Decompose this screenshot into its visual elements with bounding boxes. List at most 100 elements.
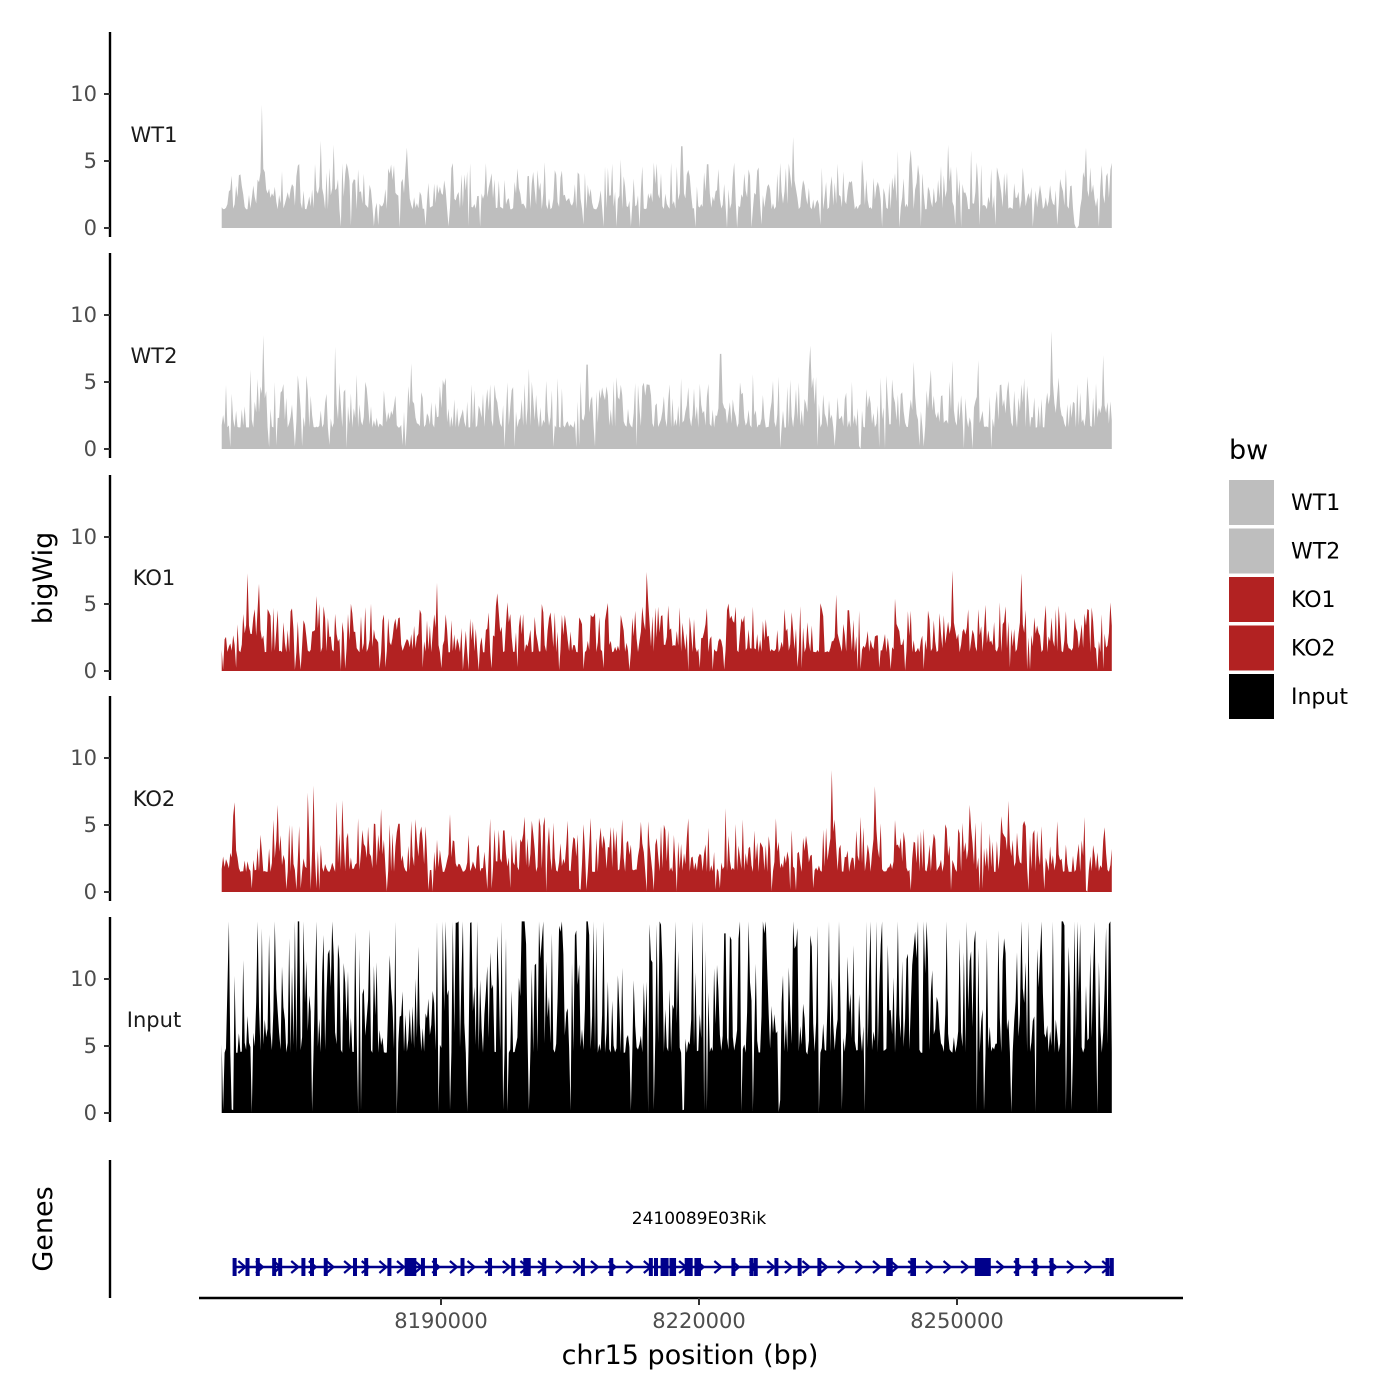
strand-arrow: [361, 1260, 371, 1274]
exon: [323, 1258, 328, 1276]
y-tick-label: 10: [70, 525, 97, 549]
strand-arrow: [995, 1260, 1006, 1274]
strand-arrow: [343, 1260, 353, 1274]
exon: [580, 1258, 585, 1276]
exon: [753, 1258, 758, 1276]
exon: [654, 1258, 658, 1276]
y-tick-label: 0: [84, 216, 97, 240]
exon: [731, 1258, 736, 1276]
legend-swatch-ko1: [1229, 577, 1274, 622]
genes-panel: Genes 2410089E03Rik: [28, 1160, 1114, 1298]
y-tick-label: 5: [84, 813, 97, 837]
legend-label-wt1: WT1: [1291, 491, 1340, 516]
y-tick-label: 5: [84, 1034, 97, 1058]
strand-arrow: [854, 1260, 865, 1274]
exon: [1015, 1258, 1020, 1276]
y-tick-label: 0: [84, 659, 97, 683]
strand-arrow: [784, 1260, 794, 1274]
legend: bw WT1 WT2 KO1 KO2 Input: [1229, 435, 1348, 719]
exon: [797, 1258, 802, 1276]
exon-large: [406, 1258, 415, 1276]
exon: [488, 1258, 493, 1276]
exon: [912, 1258, 916, 1276]
exon: [1105, 1258, 1110, 1276]
exon-large: [974, 1258, 991, 1276]
exon: [432, 1258, 437, 1276]
legend-title: bw: [1229, 435, 1268, 466]
strand-arrow: [325, 1260, 336, 1274]
exon: [694, 1258, 699, 1276]
exon: [353, 1258, 357, 1276]
legend-swatch-wt1: [1229, 480, 1274, 525]
legend-label-wt2: WT2: [1291, 540, 1340, 565]
exon: [387, 1258, 392, 1276]
strand-arrow: [925, 1260, 935, 1274]
exon: [1049, 1258, 1054, 1276]
strand-arrow: [889, 1260, 900, 1274]
coverage-area-ko1: [221, 570, 1112, 671]
y-tick-label: 5: [84, 592, 97, 616]
exon: [278, 1258, 283, 1276]
y-tick-label: 0: [84, 880, 97, 904]
strand-arrow: [1066, 1260, 1076, 1274]
exon: [888, 1258, 893, 1276]
exon: [460, 1258, 465, 1276]
exon: [310, 1258, 314, 1276]
track-label-wt2: WT2: [131, 344, 178, 368]
exon: [301, 1258, 306, 1276]
strand-arrow: [713, 1260, 724, 1274]
exon: [774, 1258, 779, 1276]
strand-arrow: [960, 1260, 970, 1274]
y-axis-title: bigWig: [28, 532, 59, 625]
track-input: 0 5 10 Input: [70, 917, 1112, 1125]
x-axis-title: chr15 position (bp): [562, 1340, 819, 1371]
y-tick-label: 0: [84, 1101, 97, 1125]
coverage-area-wt2: [221, 331, 1112, 449]
exon: [404, 1258, 409, 1276]
track-ko2: 0 5 10 KO2: [70, 696, 1112, 904]
track-label-input: Input: [127, 1008, 181, 1032]
exon: [749, 1258, 754, 1276]
coverage-tracks: 0 5 10 WT1 0 5 10 WT2 0 5 10 KO1 0 5 10 KO2 0 5 10 Input: [70, 32, 1112, 1125]
exon: [420, 1258, 425, 1276]
strand-arrow: [625, 1260, 635, 1274]
exon: [609, 1258, 614, 1276]
y-tick-label: 10: [70, 303, 97, 327]
exon: [1109, 1258, 1114, 1276]
strand-arrow: [554, 1260, 565, 1274]
exon: [886, 1258, 891, 1276]
track-wt1: 0 5 10 WT1: [70, 32, 1112, 240]
legend-swatch-input: [1229, 674, 1274, 719]
strand-arrow: [502, 1260, 512, 1274]
track-label-wt1: WT1: [131, 123, 178, 147]
exon-large: [684, 1258, 693, 1276]
exon: [245, 1258, 250, 1276]
exon: [1033, 1258, 1038, 1276]
strand-arrow: [449, 1260, 459, 1274]
y-tick-label: 10: [70, 82, 97, 106]
strand-arrow: [872, 1260, 882, 1274]
legend-swatch-ko2: [1229, 625, 1274, 671]
exon: [272, 1258, 277, 1276]
x-tick-label: 8250000: [910, 1309, 1004, 1333]
strand-arrow: [290, 1260, 300, 1274]
x-tick-label: 8190000: [394, 1309, 488, 1333]
exon: [232, 1258, 237, 1276]
exon: [523, 1258, 528, 1276]
y-tick-label: 5: [84, 149, 97, 173]
strand-arrow: [466, 1260, 477, 1274]
legend-label-ko2: KO2: [1291, 637, 1336, 662]
coverage-area-ko2: [221, 770, 1112, 892]
track-wt2: 0 5 10 WT2: [70, 253, 1112, 461]
strand-arrow: [590, 1260, 600, 1274]
strand-arrow: [396, 1260, 406, 1274]
legend-swatch-wt2: [1229, 528, 1274, 574]
exon: [697, 1258, 701, 1276]
x-axis: 8190000 8220000 8250000: [199, 1296, 1183, 1333]
strand-arrow: [378, 1260, 389, 1274]
exon: [648, 1258, 653, 1276]
exon-large: [660, 1258, 669, 1276]
strand-arrow: [572, 1260, 583, 1274]
legend-label-ko1: KO1: [1291, 588, 1336, 613]
legend-label-input: Input: [1291, 685, 1348, 710]
